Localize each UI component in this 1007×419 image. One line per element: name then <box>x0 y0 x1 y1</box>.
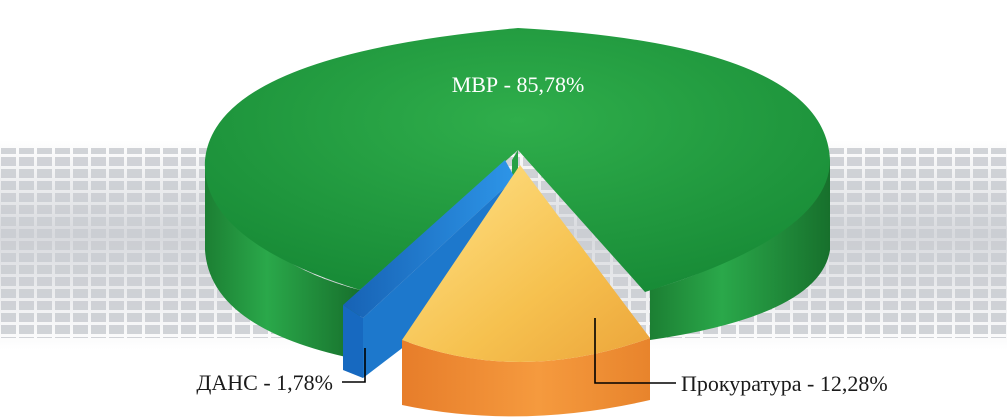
slice-prokuratura <box>402 165 650 417</box>
leader-line-dans <box>342 348 366 383</box>
slice-mvr-side-right <box>650 160 830 340</box>
slice-mvr-side <box>205 160 360 360</box>
slice-prokuratura-side <box>402 338 650 417</box>
slice-dans-face <box>363 178 515 378</box>
label-dans: ДАНС - 1,78% <box>196 370 333 395</box>
slice-dans-side <box>343 305 363 378</box>
slice-dans <box>343 160 515 378</box>
slice-mvr-top <box>204 28 830 292</box>
label-prokuratura: Прокуратура - 12,28% <box>681 371 888 396</box>
slice-mvr <box>204 28 830 360</box>
label-mvr: МВР - 85,78% <box>452 72 585 97</box>
leader-line-prokuratura <box>594 318 676 384</box>
slice-prokuratura-top <box>402 165 650 363</box>
slice-dans-top <box>343 160 515 318</box>
